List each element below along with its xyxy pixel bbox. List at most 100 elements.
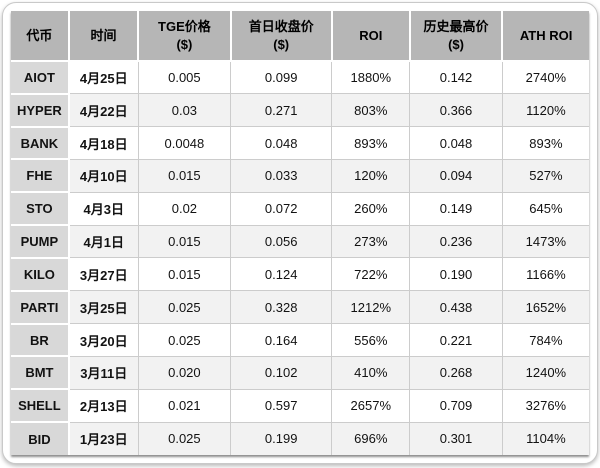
cell-date: 4月22日 [68,93,139,128]
header-first-day-close-sub: ($) [273,36,290,52]
cell-first-day-close: 0.124 [230,257,333,292]
cell-roi: 893% [331,126,411,160]
cell-ath-price: 0.438 [409,290,503,325]
cell-ath-roi: 2740% [502,61,589,95]
cell-tge-price: 0.025 [138,323,232,357]
cell-token: SHELL [11,389,70,424]
header-token: 代币 [11,11,70,62]
cell-token: BMT [11,356,70,391]
cell-ath-price: 0.190 [409,257,503,292]
cell-ath-roi: 1104% [502,422,589,455]
cell-date: 4月1日 [68,225,139,259]
cell-tge-price: 0.02 [138,192,232,226]
cell-roi: 2657% [331,389,411,423]
cell-date: 4月25日 [68,61,139,95]
cell-ath-price: 0.142 [409,61,503,95]
cell-date: 3月27日 [68,257,139,292]
cell-ath-price: 0.301 [409,422,503,455]
cell-roi: 260% [331,192,411,226]
header-date-label: 时间 [90,27,117,43]
table-row: SHELL 2月13日 0.021 0.597 2657% 0.709 3276% [11,389,589,424]
cell-roi: 120% [331,159,411,193]
cell-token: HYPER [11,93,70,128]
cell-ath-roi: 1120% [502,93,589,128]
cell-roi: 722% [331,257,411,292]
cell-roi: 1212% [331,290,411,325]
cell-ath-price: 0.149 [409,192,503,226]
cell-first-day-close: 0.056 [230,225,333,259]
cell-tge-price: 0.015 [138,159,232,193]
cell-token: BR [11,323,70,358]
table-row: PUMP 4月1日 0.015 0.056 273% 0.236 1473% [11,225,589,259]
cell-token: FHE [11,159,70,194]
header-token-label: 代币 [26,27,53,43]
cell-first-day-close: 0.199 [230,422,333,455]
cell-tge-price: 0.005 [138,61,232,95]
cell-ath-roi: 3276% [502,389,589,423]
cell-tge-price: 0.020 [138,356,232,390]
cell-ath-roi: 893% [502,126,589,160]
cell-roi: 273% [331,225,411,259]
cell-ath-roi: 645% [502,192,589,226]
cell-first-day-close: 0.597 [230,389,333,423]
cell-ath-roi: 784% [502,323,589,357]
cell-roi: 410% [331,356,411,390]
header-date: 时间 [68,11,140,62]
table-row: STO 4月3日 0.02 0.072 260% 0.149 645% [11,192,589,227]
table-row: AIOT 4月25日 0.005 0.099 1880% 0.142 2740% [11,61,589,95]
header-roi: ROI [331,11,411,62]
cell-ath-price: 0.709 [409,389,503,423]
cell-tge-price: 0.015 [138,257,232,292]
cell-date: 4月3日 [68,192,139,226]
table-row: FHE 4月10日 0.015 0.033 120% 0.094 527% [11,159,589,194]
cell-date: 3月20日 [68,323,139,357]
table-row: BID 1月23日 0.025 0.199 696% 0.301 1104% [11,422,589,455]
cell-token: KILO [11,257,70,292]
cell-tge-price: 0.025 [138,290,232,325]
cell-ath-price: 0.236 [409,225,503,259]
header-first-day-close: 首日收盘价 ($) [230,11,333,62]
table-body: AIOT 4月25日 0.005 0.099 1880% 0.142 2740% HYPER 4… [11,61,589,455]
cell-first-day-close: 0.048 [230,126,333,160]
cell-tge-price: 0.015 [138,225,232,259]
cell-ath-roi: 1240% [502,356,589,390]
header-ath-price: 历史最高价 ($) [409,11,504,62]
table-row: BR 3月20日 0.025 0.164 556% 0.221 784% [11,323,589,358]
token-roi-table: 代币 时间 TGE价格 ($) 首日收盘价 ($) ROI [11,11,589,455]
cell-roi: 803% [331,93,411,128]
header-ath-price-label: 历史最高价 [423,18,489,34]
table-row: PARTI 3月25日 0.025 0.328 1212% 0.438 1652% [11,290,589,325]
cell-ath-price: 0.048 [409,126,503,160]
cell-first-day-close: 0.072 [230,192,333,226]
cell-first-day-close: 0.099 [230,61,333,95]
cell-roi: 1880% [331,61,411,95]
header-row: 代币 时间 TGE价格 ($) 首日收盘价 ($) ROI [11,11,589,62]
cell-token: AIOT [11,61,70,95]
cell-ath-roi: 1166% [502,257,589,292]
cell-ath-roi: 1652% [502,290,589,325]
cell-first-day-close: 0.328 [230,290,333,325]
header-roi-label: ROI [359,27,383,43]
cell-token: STO [11,192,70,227]
cell-date: 3月11日 [68,356,139,390]
cell-ath-roi: 527% [502,159,589,193]
header-ath-price-sub: ($) [448,36,464,52]
header-tge-price: TGE价格 ($) [138,11,232,62]
header-first-day-close-label: 首日收盘价 [248,18,314,34]
cell-roi: 556% [331,323,411,357]
table-header: 代币 时间 TGE价格 ($) 首日收盘价 ($) ROI [11,11,589,62]
cell-date: 3月25日 [68,290,139,325]
cell-date: 4月18日 [68,126,139,160]
cell-ath-price: 0.221 [409,323,503,357]
cell-date: 1月23日 [68,422,139,455]
cell-token: PARTI [11,290,70,325]
cell-tge-price: 0.025 [138,422,232,455]
cell-first-day-close: 0.271 [230,93,333,128]
cell-first-day-close: 0.033 [230,159,333,193]
cell-token: BANK [11,126,70,161]
cell-token: PUMP [11,225,70,259]
cell-tge-price: 0.0048 [138,126,232,160]
header-ath-roi-label: ATH ROI [519,27,573,43]
table-row: KILO 3月27日 0.015 0.124 722% 0.190 1166% [11,257,589,292]
